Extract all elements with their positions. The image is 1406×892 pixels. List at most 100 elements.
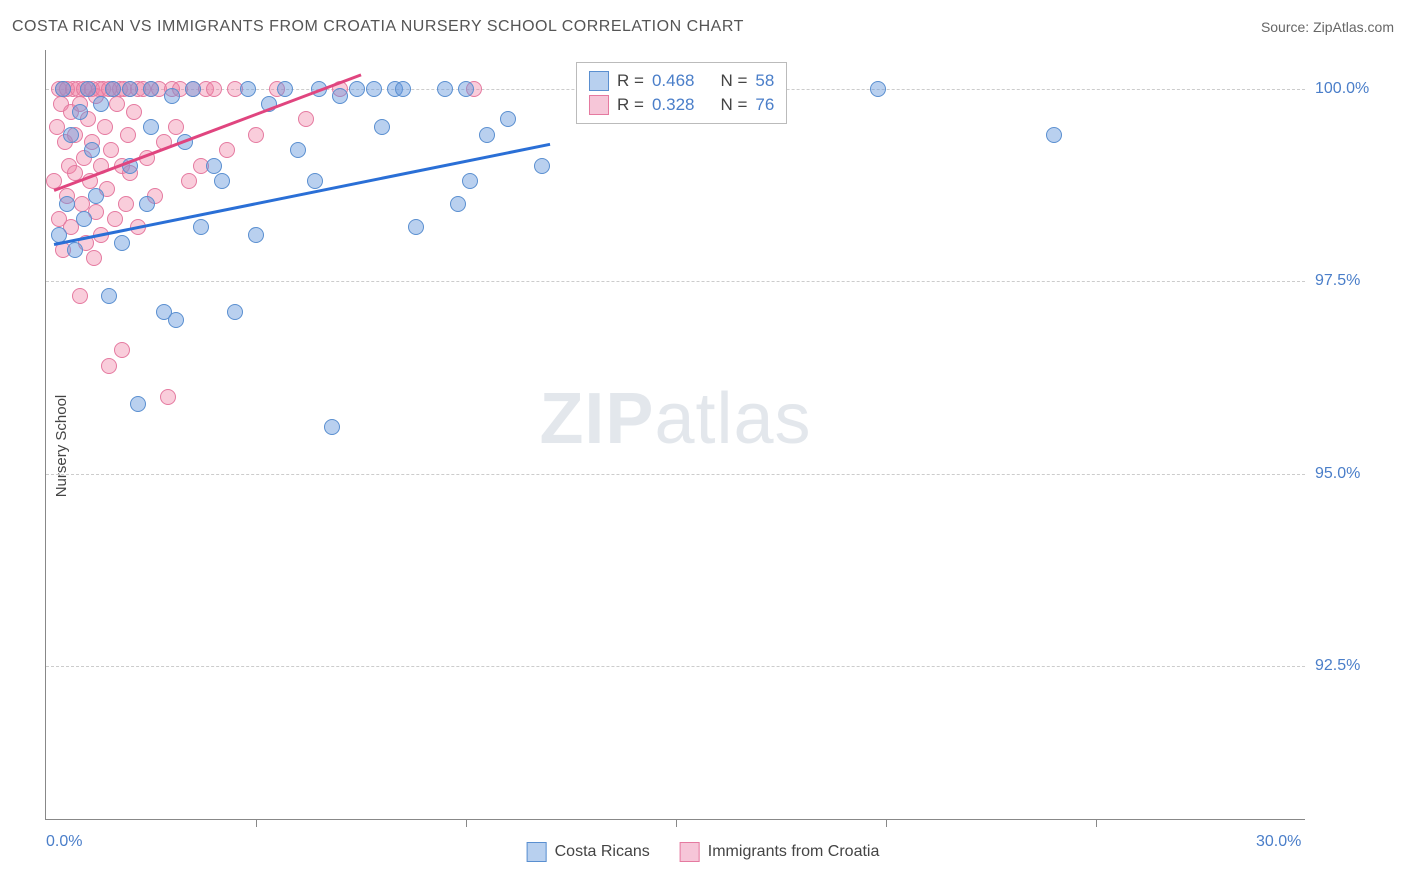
legend-label: Immigrants from Croatia [708,843,880,861]
scatter-point [76,211,92,227]
x-tick [256,819,257,827]
corr-r-value: 0.328 [652,95,695,115]
scatter-point [59,196,75,212]
watermark: ZIPatlas [539,378,811,460]
corr-n-label: N = [720,71,747,91]
scatter-point [408,219,424,235]
scatter-point [500,111,516,127]
scatter-point [101,288,117,304]
chart-title: COSTA RICAN VS IMMIGRANTS FROM CROATIA N… [12,18,744,36]
scatter-point [214,173,230,189]
scatter-point [80,81,96,97]
correlation-box: R = 0.468 N = 58 R = 0.328 N = 76 [576,62,787,124]
scatter-point [479,127,495,143]
corr-r-label: R = [617,71,644,91]
scatter-point [160,389,176,405]
scatter-point [437,81,453,97]
scatter-point [114,342,130,358]
x-tick-label: 30.0% [1256,833,1301,851]
legend-swatch [527,842,547,862]
scatter-point [101,358,117,374]
scatter-point [206,158,222,174]
scatter-point [248,127,264,143]
legend-swatch [589,95,609,115]
scatter-point [458,81,474,97]
scatter-point [139,196,155,212]
legend-swatch [680,842,700,862]
correlation-row: R = 0.328 N = 76 [589,93,774,117]
scatter-point [126,104,142,120]
scatter-point [103,142,119,158]
scatter-point [67,242,83,258]
x-tick [1096,819,1097,827]
scatter-point [298,111,314,127]
legend-item: Costa Ricans [527,842,650,862]
scatter-point [109,96,125,112]
scatter-point [72,288,88,304]
scatter-point [49,119,65,135]
scatter-point [97,119,113,135]
scatter-point [72,104,88,120]
scatter-point [55,81,71,97]
corr-n-value: 58 [755,71,774,91]
corr-n-label: N = [720,95,747,115]
scatter-point [122,81,138,97]
scatter-point [290,142,306,158]
scatter-point [143,119,159,135]
scatter-point [84,142,100,158]
scatter-point [206,81,222,97]
x-tick [676,819,677,827]
watermark-light: atlas [654,379,811,459]
scatter-point [193,219,209,235]
y-tick-label: 92.5% [1315,657,1395,675]
scatter-point [63,127,79,143]
scatter-point [88,188,104,204]
scatter-point [130,396,146,412]
x-tick-label: 0.0% [46,833,82,851]
chart-header: COSTA RICAN VS IMMIGRANTS FROM CROATIA N… [12,18,1394,36]
corr-r-value: 0.468 [652,71,695,91]
scatter-point [118,196,134,212]
plot-area: ZIPatlas 92.5%95.0%97.5%100.0%0.0%30.0%R… [45,50,1305,820]
corr-n-value: 76 [755,95,774,115]
scatter-point [185,81,201,97]
scatter-point [395,81,411,97]
scatter-point [870,81,886,97]
scatter-point [105,81,121,97]
legend-label: Costa Ricans [555,843,650,861]
scatter-point [107,211,123,227]
scatter-point [307,173,323,189]
scatter-point [277,81,293,97]
y-tick-label: 100.0% [1315,80,1395,98]
y-tick-label: 95.0% [1315,465,1395,483]
scatter-point [332,88,348,104]
bottom-legend: Costa Ricans Immigrants from Croatia [527,842,880,862]
scatter-point [181,173,197,189]
scatter-point [248,227,264,243]
legend-swatch [589,71,609,91]
watermark-bold: ZIP [539,379,654,459]
scatter-point [168,119,184,135]
scatter-point [462,173,478,189]
scatter-point [240,81,256,97]
scatter-point [86,250,102,266]
scatter-point [143,81,159,97]
corr-r-label: R = [617,95,644,115]
scatter-point [93,96,109,112]
scatter-point [120,127,136,143]
scatter-point [450,196,466,212]
scatter-point [366,81,382,97]
y-tick-label: 97.5% [1315,272,1395,290]
gridline-h [46,666,1305,667]
scatter-point [168,312,184,328]
scatter-point [74,196,90,212]
x-tick [886,819,887,827]
gridline-h [46,474,1305,475]
gridline-h [46,281,1305,282]
scatter-point [219,142,235,158]
scatter-point [374,119,390,135]
scatter-point [1046,127,1062,143]
scatter-point [324,419,340,435]
scatter-point [349,81,365,97]
legend-item: Immigrants from Croatia [680,842,880,862]
